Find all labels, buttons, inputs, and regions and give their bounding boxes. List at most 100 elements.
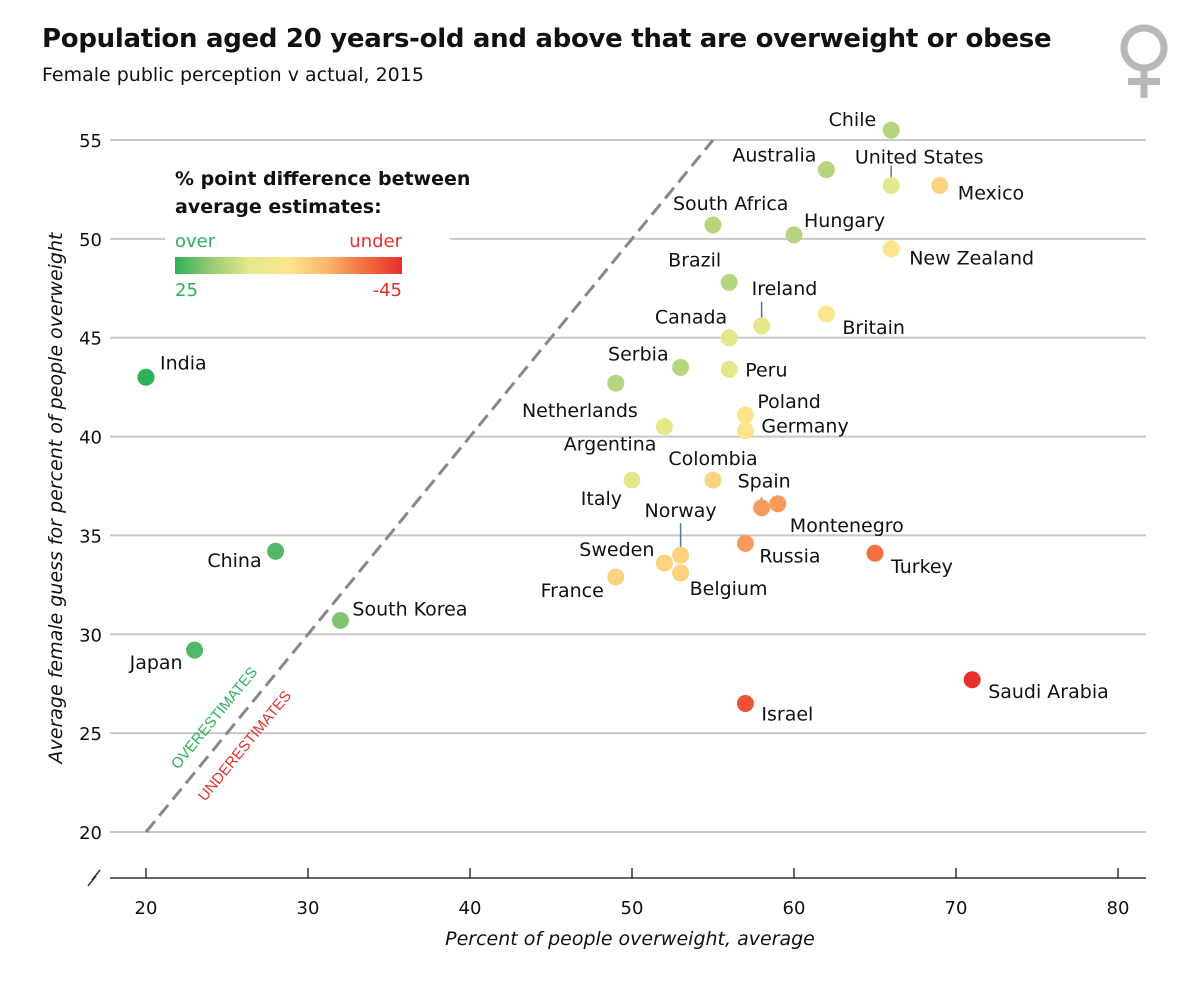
data-points — [137, 121, 981, 712]
x-tick-label: 70 — [945, 898, 968, 919]
x-tick-label: 60 — [783, 898, 806, 919]
point-south-korea — [331, 611, 349, 629]
label-netherlands: Netherlands — [522, 400, 638, 422]
x-tick-label: 30 — [297, 898, 320, 919]
point-ireland — [753, 317, 771, 335]
y-tick-label: 55 — [79, 131, 102, 152]
point-japan — [186, 641, 204, 659]
point-serbia — [672, 358, 690, 376]
point-colombia — [704, 471, 722, 489]
y-tick-label: 30 — [79, 625, 102, 646]
axes: 20 30 40 50 60 70 80 20 25 30 35 40 45 50 55 — [79, 131, 1146, 919]
point-peru — [720, 360, 738, 378]
label-colombia: Colombia — [668, 448, 757, 470]
point-saudi-arabia — [963, 671, 981, 689]
point-new-zealand — [882, 240, 900, 258]
point-argentina — [655, 418, 673, 436]
legend-title-line2: average estimates: — [175, 196, 382, 218]
label-turkey: Turkey — [890, 556, 953, 578]
underestimates-label: UNDERESTIMATES — [195, 688, 295, 805]
label-chile: Chile — [829, 109, 877, 131]
label-argentina: Argentina — [564, 434, 657, 456]
label-new-zealand: New Zealand — [909, 248, 1034, 270]
label-sweden: Sweden — [579, 539, 654, 561]
chart-title: Population aged 20 years-old and above t… — [42, 24, 1052, 54]
point-australia — [817, 161, 835, 179]
label-mexico: Mexico — [958, 182, 1024, 204]
legend-under-label: under — [349, 231, 402, 252]
point-montenegro — [769, 495, 787, 513]
point-south-africa — [704, 216, 722, 234]
label-germany: Germany — [761, 416, 848, 438]
x-tick-label: 20 — [135, 898, 158, 919]
point-netherlands — [607, 374, 625, 392]
label-britain: Britain — [842, 317, 905, 339]
label-ireland: Ireland — [752, 278, 818, 300]
label-israel: Israel — [761, 703, 813, 725]
point-sweden — [655, 554, 673, 572]
x-tick-label: 80 — [1107, 898, 1130, 919]
label-hungary: Hungary — [804, 210, 885, 232]
label-peru: Peru — [745, 359, 787, 381]
label-poland: Poland — [757, 391, 820, 413]
label-india: India — [160, 352, 207, 374]
axis-break-icon — [87, 869, 101, 887]
label-united-states: United States — [855, 146, 984, 168]
point-mexico — [931, 176, 949, 194]
point-italy — [623, 471, 641, 489]
label-south-africa: South Africa — [673, 193, 788, 215]
point-brazil — [720, 273, 738, 291]
y-tick-label: 25 — [79, 724, 102, 745]
point-france — [607, 568, 625, 586]
color-legend: % point difference between average estim… — [175, 168, 470, 301]
legend-max-label: -45 — [373, 280, 402, 301]
point-united-states — [882, 176, 900, 194]
point-poland — [736, 406, 754, 424]
label-australia: Australia — [732, 145, 816, 167]
female-symbol-icon — [1116, 22, 1172, 106]
label-montenegro: Montenegro — [790, 515, 904, 537]
point-norway — [672, 546, 690, 564]
y-tick-label: 45 — [79, 329, 102, 350]
y-tick-label: 50 — [79, 230, 102, 251]
chart-subtitle: Female public perception v actual, 2015 — [42, 64, 424, 86]
point-spain — [753, 499, 771, 517]
label-canada: Canada — [655, 307, 727, 329]
legend-over-label: over — [175, 231, 216, 252]
y-axis-label: Average female guess for percent of peop… — [45, 231, 67, 766]
point-india — [137, 368, 155, 386]
label-norway: Norway — [645, 500, 717, 522]
point-russia — [736, 534, 754, 552]
x-tick-label: 50 — [621, 898, 644, 919]
gridlines — [110, 139, 1146, 833]
label-belgium: Belgium — [690, 578, 768, 600]
y-tick-label: 20 — [79, 823, 102, 844]
point-belgium — [672, 564, 690, 582]
label-serbia: Serbia — [608, 343, 669, 365]
y-tick-label: 40 — [79, 428, 102, 449]
legend-color-bar — [175, 257, 402, 274]
point-hungary — [785, 226, 803, 244]
legend-min-label: 25 — [175, 280, 198, 301]
label-china: China — [207, 550, 261, 572]
parity-line — [144, 139, 715, 833]
label-france: France — [541, 580, 604, 602]
label-russia: Russia — [759, 545, 820, 567]
point-germany — [736, 422, 754, 440]
label-brazil: Brazil — [668, 249, 721, 271]
point-israel — [736, 694, 754, 712]
y-tick-label: 35 — [79, 526, 102, 547]
point-chile — [882, 121, 900, 139]
point-china — [267, 542, 285, 560]
label-japan: Japan — [129, 652, 183, 674]
x-axis-label: Percent of people overweight, average — [445, 928, 815, 950]
point-turkey — [866, 544, 884, 562]
label-spain: Spain — [738, 471, 791, 493]
point-labels: Chile Australia United States Mexico South A… — [129, 109, 1109, 725]
legend-background — [165, 228, 450, 248]
point-canada — [720, 329, 738, 347]
label-saudi-arabia: Saudi Arabia — [988, 681, 1109, 703]
label-south-korea: South Korea — [352, 598, 467, 620]
x-tick-label: 40 — [459, 898, 482, 919]
